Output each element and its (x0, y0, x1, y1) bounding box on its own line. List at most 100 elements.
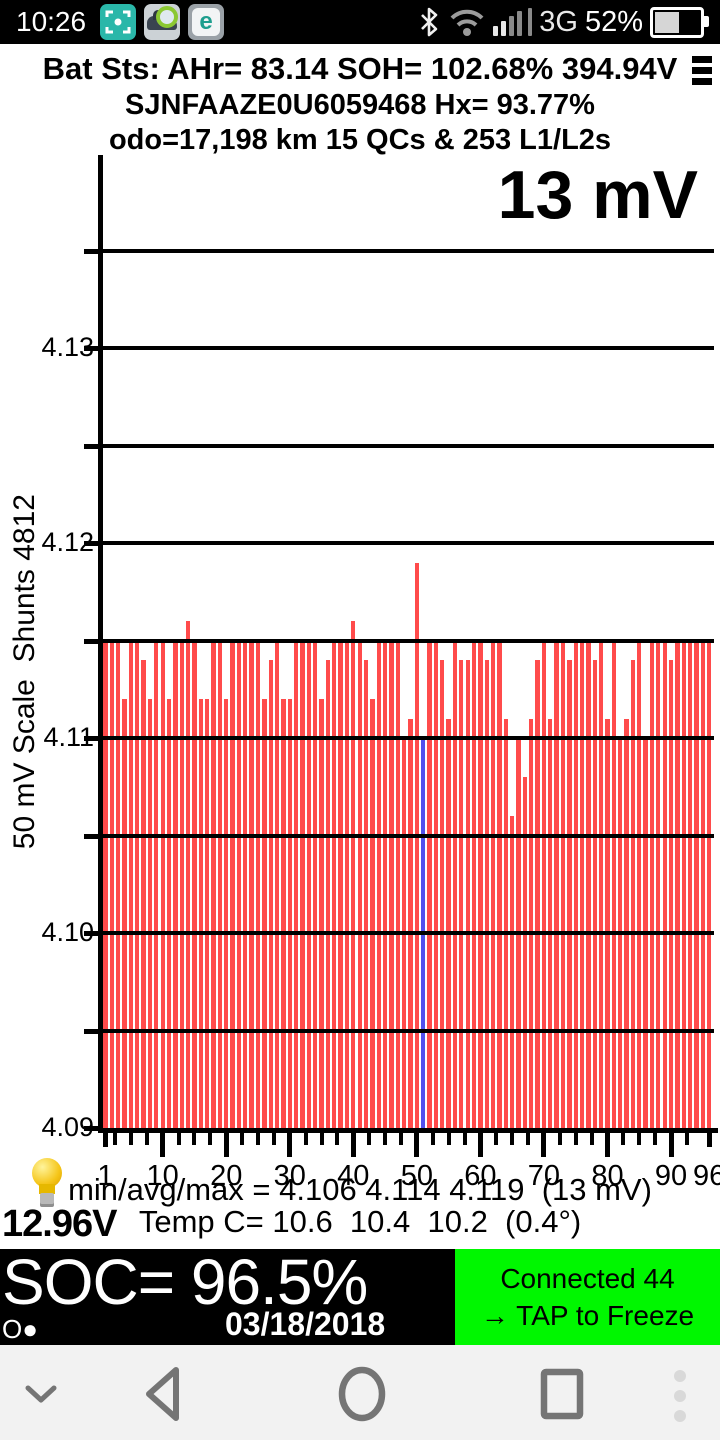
chart-gridline (102, 1028, 714, 1033)
cell-bar (236, 640, 242, 1128)
cell-bar (135, 640, 140, 1128)
cell-bar (478, 640, 483, 1128)
back-icon[interactable] (143, 1365, 183, 1423)
leafspy-app-icon (144, 4, 181, 40)
cell-bar (592, 660, 597, 1128)
cell-voltage-chart[interactable]: 13 mV 50 mV Scale Shunts 4812 4.13 4.12 4.… (0, 0, 720, 1245)
cell-bar (192, 640, 197, 1128)
cell-bar (173, 640, 178, 1128)
chart-x-minor-tick (573, 1133, 578, 1145)
cell-bar (344, 640, 350, 1128)
chart-x-tick (604, 1133, 610, 1157)
battery-percent-label: 52% (584, 5, 643, 38)
chart-x-minor-tick (637, 1133, 642, 1145)
cell-bar (662, 640, 667, 1128)
aux-battery-voltage: 12.96V (2, 1203, 117, 1245)
cell-bar (579, 640, 585, 1128)
cell-bar (541, 640, 547, 1128)
cell-bar (376, 640, 381, 1128)
cell-bar (313, 640, 318, 1128)
chart-x-minor-tick (684, 1133, 689, 1145)
cell-bar (700, 640, 705, 1128)
x-tick-label: 1 (97, 1160, 114, 1192)
chart-x-minor-tick (430, 1133, 435, 1145)
chart-x-minor-tick (621, 1133, 626, 1145)
connected-freeze-button[interactable]: Connected 44 → TAP to Freeze (455, 1249, 720, 1345)
cell-bar (694, 640, 699, 1128)
x-tick-label: 40 (337, 1160, 370, 1192)
cell-bar (363, 660, 369, 1128)
chart-gridline (102, 833, 714, 838)
chart-gridline (102, 541, 714, 545)
x-tick-label: 20 (210, 1160, 243, 1192)
cell-bar (319, 699, 324, 1128)
chart-x-minor-tick (113, 1133, 118, 1145)
cell-bar (128, 640, 134, 1128)
chart-x-minor-tick (176, 1133, 181, 1145)
cell-bar (414, 562, 419, 1128)
cell-bar (484, 660, 489, 1128)
cell-bar (274, 640, 280, 1128)
cell-bar (427, 640, 432, 1128)
cell-bar (497, 640, 502, 1128)
cell-bar (611, 640, 616, 1128)
chart-x-minor-tick (494, 1133, 499, 1145)
cell-bar (637, 640, 642, 1128)
overflow-dots-icon[interactable] (672, 1368, 688, 1424)
cell-bar (325, 660, 331, 1128)
chart-x-minor-tick (144, 1133, 149, 1145)
cell-bar (548, 718, 553, 1128)
chart-gridline (102, 248, 714, 253)
cell-bar (656, 640, 661, 1128)
chart-y-axis (98, 155, 103, 1133)
cell-bar (262, 699, 267, 1128)
cell-bar (706, 640, 712, 1128)
log-date: 03/18/2018 (225, 1306, 386, 1342)
cell-bar (668, 660, 674, 1128)
cell-bar (185, 621, 191, 1128)
chart-y-tick (84, 931, 100, 936)
cell-bar (675, 640, 680, 1128)
cell-bar (440, 660, 445, 1128)
chart-y-tick (84, 833, 100, 839)
home-icon[interactable] (338, 1366, 386, 1422)
cell-bar (408, 718, 413, 1128)
x-tick-label: 80 (591, 1160, 624, 1192)
chart-gridline (102, 346, 714, 350)
vin-hx-line: SJNFAAZE0U6059468 Hx= 93.77% (125, 89, 595, 121)
chart-x-axis (98, 1128, 718, 1133)
cell-bar (510, 816, 515, 1128)
chart-y-tick (84, 1028, 100, 1034)
cell-bar (338, 640, 343, 1128)
chart-y-tick (84, 248, 100, 254)
chart-y-tick (84, 443, 100, 449)
cell-bar (370, 699, 375, 1128)
magnifier-glyph (156, 6, 179, 28)
chart-x-minor-tick (240, 1133, 245, 1145)
chart-x-minor-tick (398, 1133, 403, 1145)
cell-bar (560, 640, 566, 1128)
battery-icon (650, 6, 709, 38)
notification-icons: e (100, 4, 225, 40)
cell-bar (687, 640, 693, 1128)
recents-icon[interactable] (540, 1368, 584, 1420)
cell-bar (224, 699, 229, 1128)
cell-bar (503, 718, 508, 1128)
eset-antivirus-icon: e (188, 4, 225, 40)
cell-bar (300, 640, 305, 1128)
chart-x-minor-tick (446, 1133, 451, 1145)
wifi-icon (450, 9, 484, 36)
hamburger-menu-icon[interactable] (686, 56, 712, 88)
battery-stats-line: Bat Sts: AHr= 83.14 SOH= 102.68% 394.94V (42, 51, 678, 86)
cell-bar (166, 699, 172, 1128)
chevron-down-icon[interactable] (25, 1385, 57, 1405)
chart-y-tick (84, 346, 100, 351)
chart-x-minor-tick (208, 1133, 213, 1145)
cell-bar (395, 640, 400, 1128)
cell-bar (573, 640, 578, 1128)
cell-bar (306, 640, 311, 1128)
cell-bar (147, 699, 153, 1128)
chart-y-tick (84, 1126, 100, 1131)
soc-indicator: O● (2, 1314, 38, 1344)
chart-x-minor-tick (589, 1133, 594, 1145)
